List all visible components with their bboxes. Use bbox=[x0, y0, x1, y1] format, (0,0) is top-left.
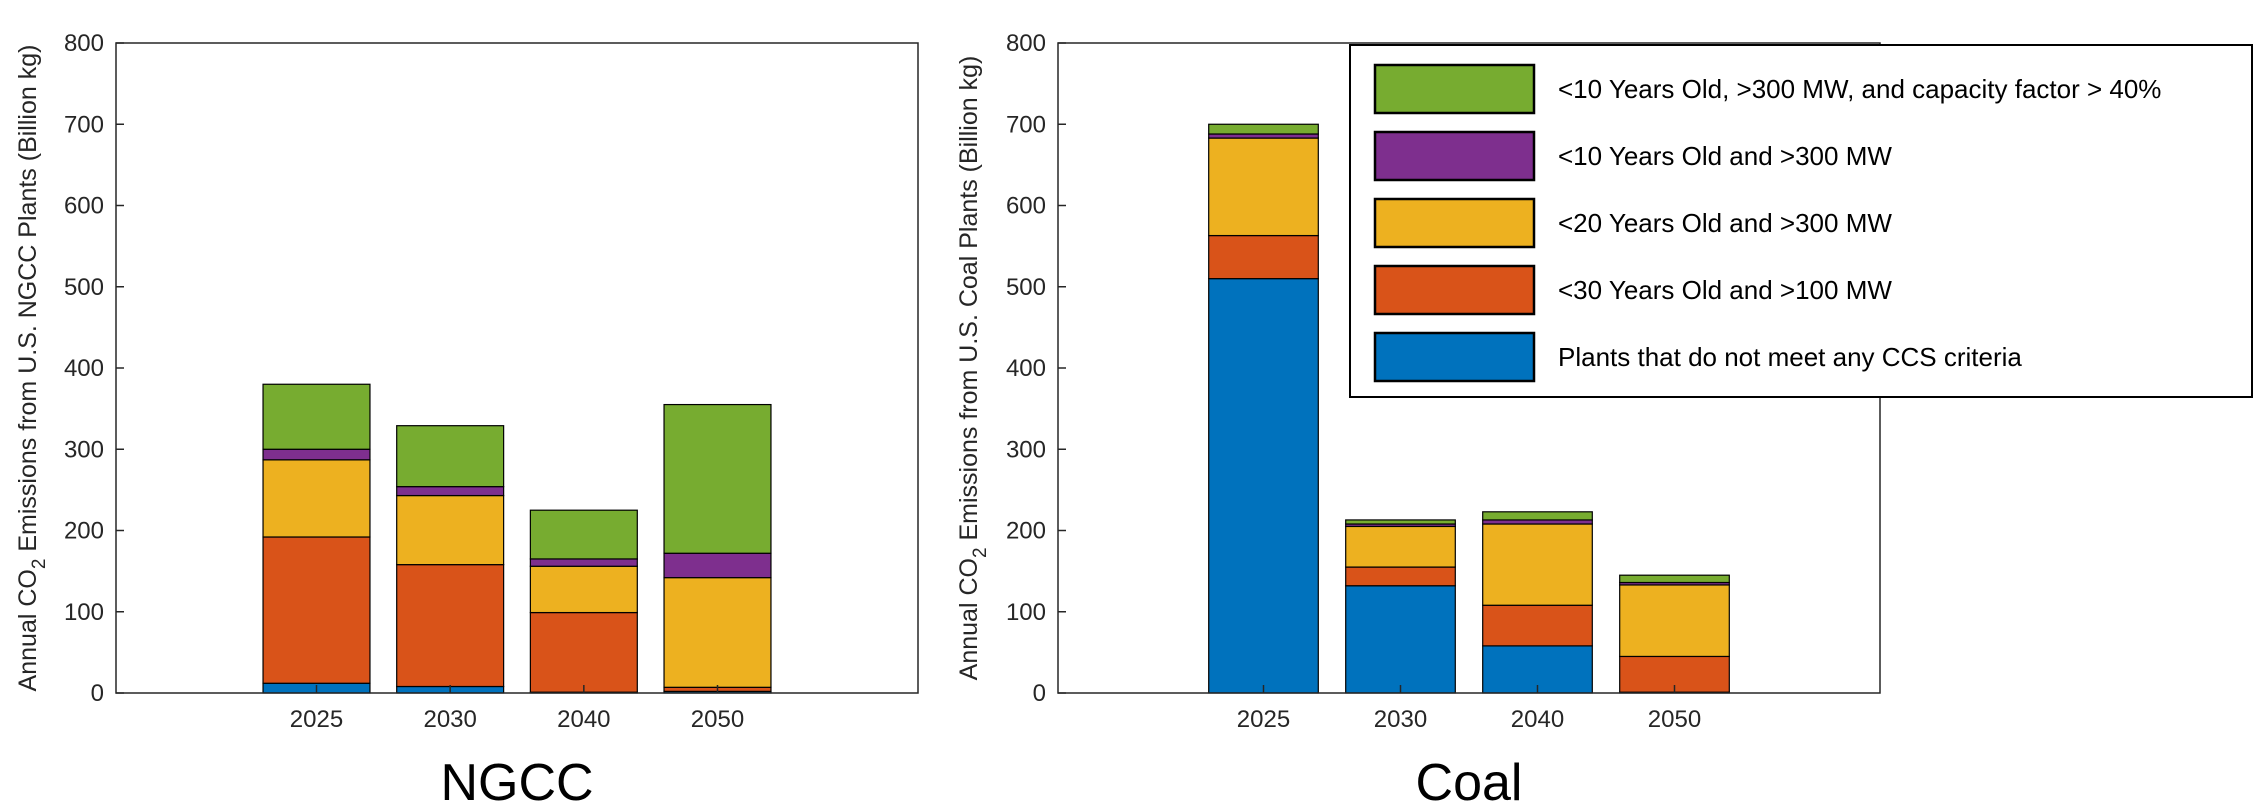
bar-segment bbox=[1208, 234, 1319, 280]
ngcc-y-axis: 0 100 200 300 400 500 600 700 800 bbox=[64, 30, 124, 707]
y-tick-label: 300 bbox=[64, 436, 104, 463]
bar-segment bbox=[663, 552, 772, 579]
bar-segment bbox=[1482, 519, 1593, 525]
legend-label: <10 Years Old and >300 MW bbox=[1558, 141, 1892, 171]
bar-segment bbox=[262, 459, 371, 538]
y-tick-label: 300 bbox=[1006, 436, 1046, 463]
bar-segment bbox=[1208, 123, 1319, 135]
bar-segment bbox=[529, 611, 638, 693]
legend-label: <10 Years Old, >300 MW, and capacity fac… bbox=[1558, 74, 2161, 104]
bar-segment bbox=[529, 509, 638, 560]
bar-segment bbox=[663, 403, 772, 554]
y-tick-label: 200 bbox=[64, 518, 104, 545]
x-tick-label: 2025 bbox=[1237, 706, 1290, 733]
y-tick-label: 700 bbox=[64, 111, 104, 138]
bar-segment bbox=[1482, 511, 1593, 521]
legend-label: <20 Years Old and >300 MW bbox=[1558, 208, 1892, 238]
coal-chart-title: Coal bbox=[1416, 754, 1523, 809]
bar-segment bbox=[262, 383, 371, 450]
coal-y-axis: 0 100 200 300 400 500 600 700 800 bbox=[1006, 30, 1066, 707]
y-tick-label: 500 bbox=[1006, 274, 1046, 301]
y-tick-label: 600 bbox=[1006, 193, 1046, 220]
y-tick-label: 400 bbox=[1006, 355, 1046, 382]
legend-swatch bbox=[1373, 331, 1536, 383]
coal-bars bbox=[1208, 123, 1730, 694]
x-tick-label: 2040 bbox=[1511, 706, 1564, 733]
y-tick-label: 0 bbox=[91, 680, 104, 707]
y-tick-label: 800 bbox=[64, 30, 104, 57]
bar-segment bbox=[396, 425, 505, 488]
ngcc-bars bbox=[262, 383, 772, 694]
bar-segment bbox=[396, 486, 505, 497]
bar-segment bbox=[1345, 525, 1456, 568]
coal-y-axis-label: Annual CO2 Emissions from U.S. Coal Plan… bbox=[955, 56, 991, 681]
y-tick-label: 200 bbox=[1006, 518, 1046, 545]
bar-segment bbox=[262, 448, 371, 461]
y-tick-label: 100 bbox=[64, 599, 104, 626]
y-tick-label: 0 bbox=[1033, 680, 1046, 707]
bar-segment bbox=[262, 536, 371, 684]
bar-segment bbox=[396, 494, 505, 566]
ngcc-x-axis: 2025 2030 2040 2050 bbox=[290, 685, 744, 733]
bar-segment bbox=[529, 565, 638, 614]
coal-x-axis: 2025 2030 2040 2050 bbox=[1237, 685, 1701, 733]
y-tick-label: 500 bbox=[64, 274, 104, 301]
bar-segment bbox=[1482, 604, 1593, 647]
y-tick-label: 400 bbox=[64, 355, 104, 382]
legend-swatch bbox=[1373, 197, 1536, 249]
y-tick-label: 700 bbox=[1006, 111, 1046, 138]
bar-segment bbox=[1619, 574, 1730, 584]
y-tick-label: 600 bbox=[64, 193, 104, 220]
legend-swatch bbox=[1373, 264, 1536, 316]
bar-segment bbox=[1345, 566, 1456, 587]
y-tick-label: 800 bbox=[1006, 30, 1046, 57]
legend-label: <30 Years Old and >100 MW bbox=[1558, 275, 1892, 305]
x-tick-label: 2030 bbox=[423, 706, 476, 733]
bar-segment bbox=[663, 577, 772, 688]
legend-label: Plants that do not meet any CCS criteria bbox=[1558, 342, 2022, 372]
ngcc-plot-area bbox=[115, 42, 919, 694]
legend: <10 Years Old, >300 MW, and capacity fac… bbox=[1349, 44, 2253, 398]
legend-swatch bbox=[1373, 63, 1536, 115]
bar-segment bbox=[1208, 137, 1319, 237]
bar-segment bbox=[1208, 278, 1319, 694]
legend-swatch bbox=[1373, 130, 1536, 182]
bar-segment bbox=[1482, 523, 1593, 606]
bar-segment bbox=[1345, 519, 1456, 525]
bar-segment bbox=[1208, 133, 1319, 139]
ngcc-chart-title: NGCC bbox=[440, 754, 593, 809]
bar-segment bbox=[1345, 585, 1456, 694]
bar-segment bbox=[1619, 584, 1730, 658]
y-tick-label: 100 bbox=[1006, 599, 1046, 626]
x-tick-label: 2025 bbox=[290, 706, 343, 733]
x-tick-label: 2050 bbox=[691, 706, 744, 733]
bar-segment bbox=[529, 558, 638, 567]
x-tick-label: 2040 bbox=[557, 706, 610, 733]
bar-segment bbox=[396, 564, 505, 688]
ngcc-y-axis-label: Annual CO2 Emissions from U.S. NGCC Plan… bbox=[14, 45, 50, 692]
x-tick-label: 2030 bbox=[1374, 706, 1427, 733]
x-tick-label: 2050 bbox=[1648, 706, 1701, 733]
